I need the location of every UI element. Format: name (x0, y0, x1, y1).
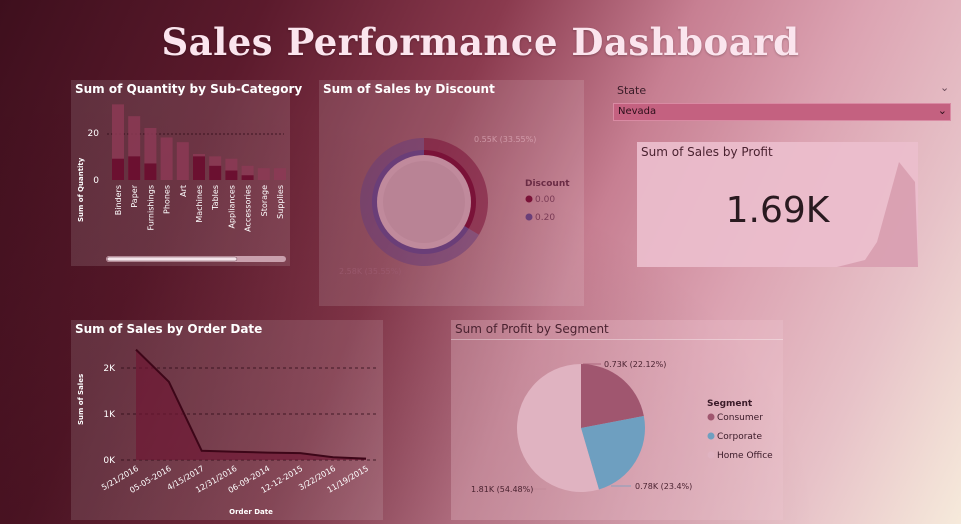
order-tick-1k: 1K (103, 410, 116, 420)
bar-overlay-furnishings[interactable] (144, 163, 157, 180)
bar-total-phones[interactable] (160, 137, 173, 180)
state-selected-value: Nevada (618, 106, 657, 117)
state-dropdown[interactable]: Nevada ⌄ (613, 103, 951, 121)
segment-legend-consumer[interactable]: Consumer (717, 413, 763, 423)
segment-legend-title: Segment (707, 399, 753, 409)
chevron-down-icon[interactable]: ⌄ (940, 81, 950, 94)
discount-legend-item-1[interactable]: 0.20 (535, 213, 555, 223)
discount-legend-dot-1 (525, 213, 533, 221)
discount-label-bottom: 2.58K (35.55%) (339, 267, 401, 276)
home-office-data-label: 1.81K (54.48%) (471, 485, 533, 494)
x-tick-art: Art (179, 185, 188, 197)
x-tick-machines: Machines (195, 185, 204, 223)
segment-chart-title: Sum of Profit by Segment (455, 322, 609, 336)
x-tick-storage: Storage (260, 185, 269, 216)
order-tick-2k: 2K (103, 364, 116, 374)
discount-chart-panel[interactable]: Sum of Sales by Discount 0.55K (33.55%) … (319, 80, 584, 306)
segment-legend-corporate[interactable]: Corporate (717, 432, 762, 442)
order-area-fill (136, 349, 366, 460)
order-date-area-chart: Sum of Sales Order Date 2K 1K 0K 5/21/20… (77, 348, 379, 516)
discount-legend-title: Discount (525, 179, 570, 189)
x-tick-binders: Binders (114, 185, 123, 215)
order-line-series (135, 348, 367, 460)
kpi-sparkline-area (837, 162, 918, 267)
bar-overlay-binders[interactable] (112, 158, 124, 180)
quantity-tick-0: 0 (93, 176, 99, 186)
donut-hole (383, 161, 465, 243)
bar-overlay-accessories[interactable] (241, 175, 254, 180)
bar-overlay-tables[interactable] (209, 165, 222, 180)
discount-label-top: 0.55K (33.55%) (474, 135, 536, 144)
dashboard-title: Sales Performance Dashboard (161, 20, 800, 64)
corporate-data-label: 0.78K (23.4%) (635, 482, 692, 491)
segment-legend-home-office[interactable]: Home Office (717, 451, 773, 461)
order-tick-0k: 0K (103, 456, 116, 466)
bar-overlay-machines[interactable] (193, 156, 205, 180)
quantity-scrollbar-thumb[interactable] (106, 256, 238, 262)
state-slicer-label: State (617, 84, 647, 97)
quantity-chart-title: Sum of Quantity by Sub-Category (75, 82, 303, 96)
bar-total-art[interactable] (176, 142, 189, 180)
segment-legend-dot-consumer (707, 413, 715, 421)
x-tick-accessories: Accessories (244, 185, 253, 232)
dropdown-chevron-icon[interactable]: ⌄ (937, 104, 947, 117)
order-xlabel: Order Date (229, 508, 273, 516)
order-ylabel: Sum of Sales (77, 374, 85, 425)
consumer-data-label: 0.73K (22.12%) (604, 360, 666, 369)
x-tick-furnishings: Furnishings (146, 185, 155, 230)
quantity-chart-panel[interactable]: Sum of Quantity by Sub-Category Sum of Q… (71, 80, 302, 266)
discount-legend-item-0[interactable]: 0.00 (535, 195, 555, 205)
segment-pie-chart: 0.73K (22.12%) 0.78K (23.4%) 1.81K (54.4… (471, 360, 773, 494)
segment-chart-panel[interactable]: Sum of Profit by Segment 0.73K (22.12%) … (451, 320, 783, 520)
kpi-value: 1.69K (725, 190, 830, 231)
pie-slice-corporate[interactable] (581, 415, 645, 490)
discount-donut-chart: 0.55K (33.55%) 2.58K (35.55%) Discount 0… (339, 135, 570, 276)
order-date-chart-panel[interactable]: Sum of Sales by Order Date Sum of Sales … (71, 320, 383, 520)
x-tick-paper: Paper (130, 184, 139, 207)
x-tick-supplies: Supplies (276, 185, 285, 219)
bar-overlay-paper[interactable] (128, 156, 141, 180)
segment-legend-dot-home-office (707, 451, 715, 459)
quantity-ylabel: Sum of Quantity (77, 157, 85, 222)
x-tick-tables: Tables (211, 185, 220, 211)
segment-legend-dot-corporate (707, 432, 715, 440)
kpi-card[interactable]: Sum of Sales by Profit 1.69K (637, 142, 918, 267)
x-tick-appliances: Appliances (227, 185, 236, 229)
quantity-bar-chart: Sum of Quantity 20 0 Binders Paper Furnish… (77, 104, 286, 262)
pie-slice-consumer[interactable] (581, 364, 644, 428)
bar-total-supplies[interactable] (274, 168, 286, 180)
quantity-tick-20: 20 (88, 129, 100, 139)
bar-overlay-appliances[interactable] (225, 170, 238, 180)
bar-total-storage[interactable] (257, 168, 270, 180)
pie-slice-home-office[interactable] (516, 364, 599, 492)
kpi-title: Sum of Sales by Profit (641, 145, 773, 159)
kpi-sparkline (837, 162, 918, 267)
discount-chart-title: Sum of Sales by Discount (323, 82, 495, 96)
segment-title-divider (451, 339, 783, 340)
discount-legend-dot-0 (525, 195, 533, 203)
x-tick-phones: Phones (163, 185, 172, 214)
order-date-chart-title: Sum of Sales by Order Date (75, 322, 263, 336)
